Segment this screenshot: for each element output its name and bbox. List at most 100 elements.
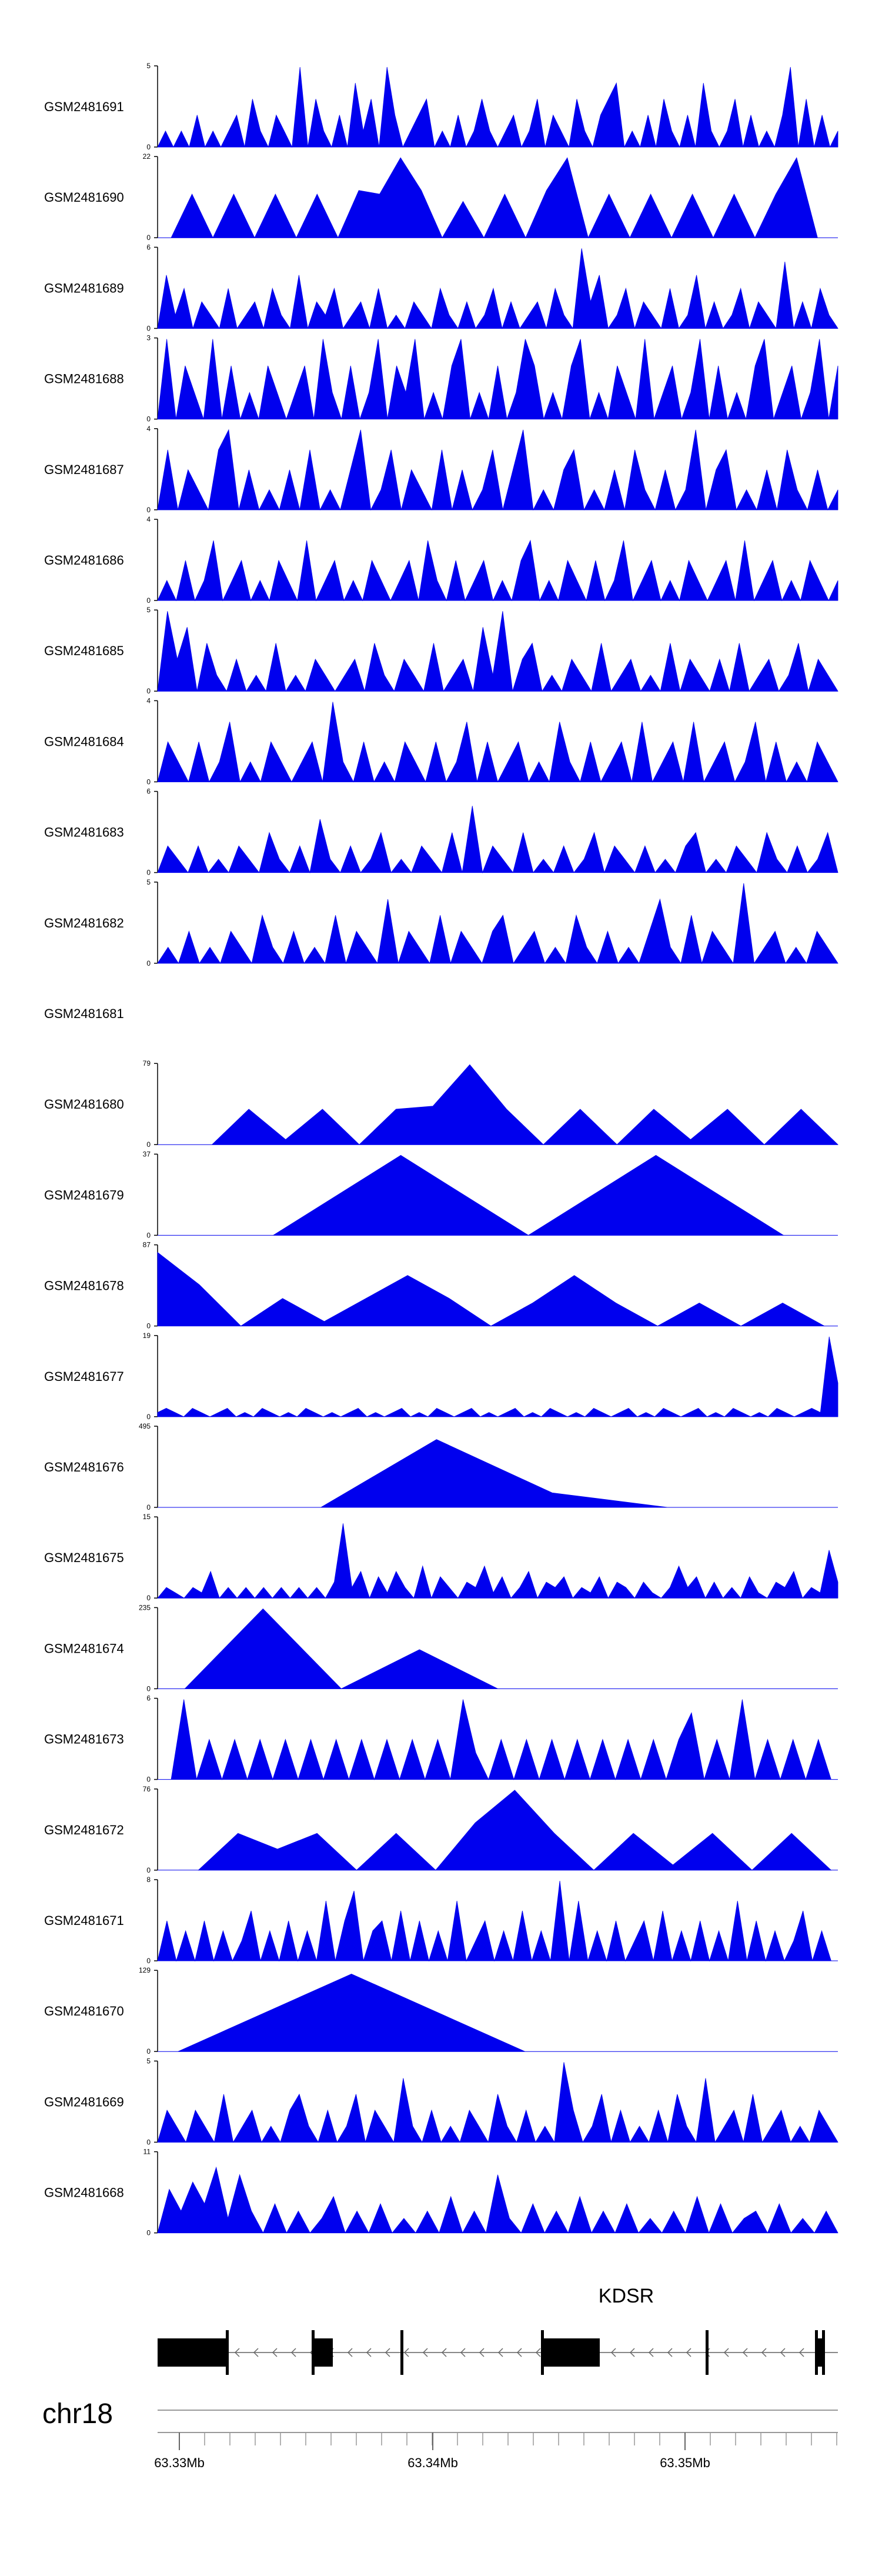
y-max-label: 15 [143,1513,151,1521]
track-label: GSM2481680 [44,1097,124,1112]
y-max-label: 8 [146,1876,151,1884]
track-GSM2481672: GSM2481672 76 0 [44,1785,838,1874]
strand-arrow [403,2348,409,2357]
track-GSM2481673: GSM2481673 6 0 [44,1694,838,1784]
y-max-label: 22 [143,152,151,161]
y-max-label: 235 [139,1603,151,1611]
y-max-label: 37 [143,1150,151,1158]
coverage-area [157,1336,838,1417]
track-GSM2481684: GSM2481684 4 0 [44,696,838,786]
track-label: GSM2481689 [44,281,124,295]
track-label: GSM2481669 [44,2094,124,2109]
coverage-area [157,248,838,329]
track-label: GSM2481677 [44,1369,124,1384]
track-GSM2481685: GSM2481685 5 0 [44,606,838,695]
y-zero-label: 0 [146,2229,151,2237]
coverage-area [272,1154,784,1236]
y-zero-label: 0 [146,1503,151,1511]
strand-arrow [648,2348,654,2357]
strand-arrow [460,2348,466,2357]
track-label: GSM2481685 [44,643,124,658]
y-zero-label: 0 [146,324,151,332]
y-zero-label: 0 [146,1231,151,1239]
coverage-area [171,157,818,239]
y-zero-label: 0 [146,778,151,786]
y-max-label: 6 [146,788,151,796]
coverage-area [157,2166,838,2234]
strand-arrow [366,2348,372,2357]
coverage-area [198,1790,832,1871]
y-max-label: 5 [146,2057,151,2065]
y-max-label: 129 [139,1966,151,1974]
coverage-area [157,611,838,692]
track-GSM2481689: GSM2481689 6 0 [44,243,838,332]
y-max-label: 4 [146,425,151,433]
coverage-area [178,1973,525,2052]
track-GSM2481691: GSM2481691 5 0 [44,62,838,151]
y-zero-label: 0 [146,415,151,423]
coverage-area [157,702,838,783]
y-max-label: 76 [143,1785,151,1793]
track-label: GSM2481668 [44,2185,124,2200]
strand-arrow [723,2348,729,2357]
track-GSM2481671: GSM2481671 8 0 [44,1876,838,1965]
strand-arrow [761,2348,767,2357]
y-zero-label: 0 [146,1413,151,1421]
track-GSM2481688: GSM2481688 3 0 [44,334,838,423]
tick-label: 63.34Mb [407,2455,458,2470]
track-label: GSM2481673 [44,1732,124,1747]
track-label: GSM2481679 [44,1187,124,1202]
gene-exons [158,2330,825,2375]
strand-arrow [347,2348,353,2357]
strand-arrows [234,2348,823,2357]
tick-label: 63.33Mb [154,2455,205,2470]
track-label: GSM2481684 [44,734,124,749]
exon-boundary [226,2330,229,2375]
track-label: GSM2481688 [44,372,124,386]
y-zero-label: 0 [146,959,151,967]
y-max-label: 4 [146,696,151,705]
y-zero-label: 0 [146,233,151,242]
y-zero-label: 0 [146,1866,151,1874]
track-GSM2481683: GSM2481683 6 0 [44,788,838,877]
coverage-area [171,1699,831,1780]
strand-arrow [497,2348,503,2357]
track-label: GSM2481675 [44,1550,124,1565]
track-GSM2481690: GSM2481690 22 0 [44,152,838,242]
gene-model-track: KDSR [158,2285,838,2375]
y-zero-label: 0 [146,506,151,514]
track-label: GSM2481674 [44,1641,124,1656]
exon-boundary [312,2330,315,2375]
strand-arrow [629,2348,635,2357]
track-GSM2481680: GSM2481680 79 0 [44,1059,838,1149]
y-zero-label: 0 [146,869,151,877]
exon-block [542,2338,600,2367]
track-GSM2481677: GSM2481677 19 0 [44,1332,838,1421]
track-label: GSM2481672 [44,1823,124,1837]
y-max-label: 5 [146,878,151,886]
gene-name-label: KDSR [599,2285,654,2307]
track-GSM2481686: GSM2481686 4 0 [44,515,838,605]
coverage-area [157,883,838,965]
y-max-label: 4 [146,515,151,523]
y-zero-label: 0 [146,1776,151,1784]
y-zero-label: 0 [146,1140,151,1149]
strand-arrow [667,2348,673,2357]
coverage-tracks: GSM248169150GSM2481690220GSM248168960GSM… [44,62,838,2237]
chromosome-label: chr18 [42,2398,113,2430]
axis-ticks: 63.33Mb 63.34Mb 63.35Mb [154,2432,837,2470]
track-GSM2481675: GSM2481675 15 0 [44,1513,838,1602]
y-zero-label: 0 [146,1322,151,1330]
track-GSM2481668: GSM2481668 11 0 [44,2148,838,2237]
strand-arrow [686,2348,691,2357]
y-max-label: 495 [139,1422,151,1430]
coverage-area [157,806,838,874]
track-GSM2481682: GSM2481682 5 0 [44,878,838,967]
track-GSM2481679: GSM2481679 37 0 [44,1150,838,1239]
track-label: GSM2481687 [44,462,124,477]
y-zero-label: 0 [146,143,151,151]
y-max-label: 6 [146,1694,151,1703]
strand-arrow [290,2348,296,2357]
track-GSM2481669: GSM2481669 5 0 [44,2057,838,2146]
